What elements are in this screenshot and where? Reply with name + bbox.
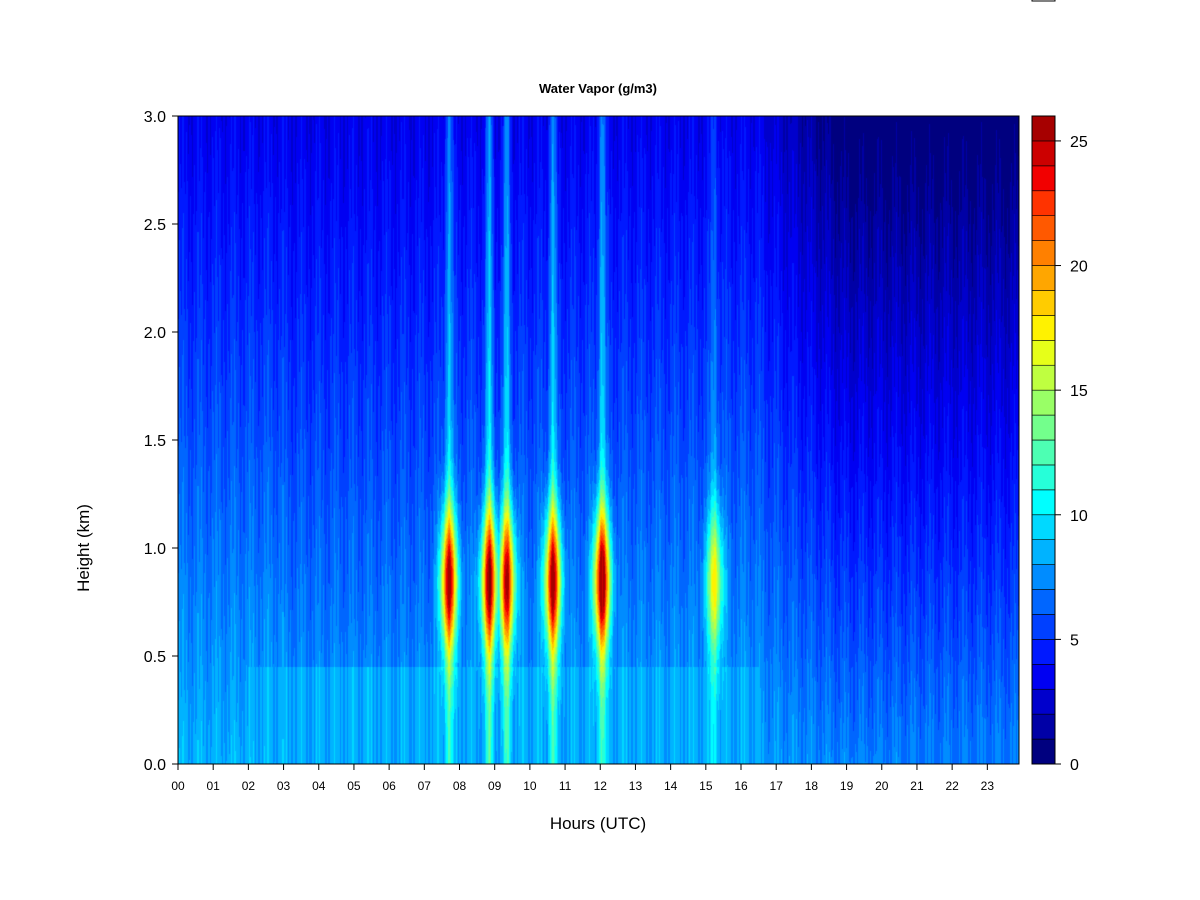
colorbar-level bbox=[1031, 340, 1056, 366]
colorbar-tick-label: 15 bbox=[1070, 383, 1088, 400]
colorbar-level bbox=[1031, 165, 1056, 192]
x-tick-label: 10 bbox=[523, 779, 537, 793]
x-tick-label: 11 bbox=[559, 779, 572, 793]
colorbar-level bbox=[1031, 489, 1056, 516]
y-tick-label: 2.5 bbox=[144, 217, 166, 234]
colorbar-level bbox=[1031, 464, 1056, 491]
colorbar-level bbox=[1031, 215, 1056, 241]
colorbar-level bbox=[1031, 190, 1056, 216]
y-tick-label: 0.0 bbox=[144, 757, 166, 774]
y-tick-label: 1.0 bbox=[144, 541, 166, 558]
x-tick-label: 20 bbox=[875, 779, 889, 793]
colorbar-level bbox=[1031, 389, 1056, 416]
colorbar-level bbox=[1031, 664, 1056, 690]
colorbar: 0 5 10 15 20 25 bbox=[1031, 115, 1088, 774]
colorbar-tick-label: 25 bbox=[1070, 134, 1088, 151]
y-tick-label: 2.0 bbox=[144, 325, 166, 342]
heatmap-image bbox=[178, 116, 1019, 764]
x-tick-label: 17 bbox=[770, 779, 784, 793]
colorbar-tick-label: 10 bbox=[1070, 508, 1088, 525]
colorbar-level bbox=[1031, 514, 1056, 540]
colorbar-level bbox=[1031, 414, 1056, 441]
x-tick-label: 18 bbox=[805, 779, 819, 793]
colorbar-level bbox=[1031, 589, 1056, 615]
colorbar-level bbox=[1031, 688, 1056, 715]
heatmap-area bbox=[178, 116, 1019, 764]
colorbar-level bbox=[1031, 713, 1056, 740]
colorbar-level bbox=[1031, 140, 1056, 167]
x-tick-label: 04 bbox=[312, 779, 326, 793]
chart-title: Water Vapor (g/m3) bbox=[539, 81, 657, 96]
y-tick-label: 3.0 bbox=[144, 109, 166, 126]
x-tick-label: 13 bbox=[629, 779, 643, 793]
x-tick-label: 00 bbox=[171, 779, 185, 793]
x-tick-label: 14 bbox=[664, 779, 678, 793]
colorbar-level bbox=[1031, 240, 1056, 266]
x-tick-label: 16 bbox=[734, 779, 748, 793]
x-tick-label: 15 bbox=[699, 779, 713, 793]
x-tick-label: 05 bbox=[347, 779, 361, 793]
colorbar-level bbox=[1031, 614, 1056, 640]
corner-marker bbox=[1031, 0, 1056, 2]
colorbar-level bbox=[1031, 639, 1056, 665]
x-tick-label: 12 bbox=[594, 779, 608, 793]
y-tick-label: 1.5 bbox=[144, 433, 166, 450]
y-axis: 0.0 0.5 1.0 1.5 2.0 2.5 3.0 bbox=[144, 109, 178, 774]
colorbar-tick-label: 0 bbox=[1070, 757, 1079, 774]
colorbar-level bbox=[1031, 564, 1056, 590]
x-tick-label: 02 bbox=[242, 779, 256, 793]
colorbar-level bbox=[1031, 265, 1056, 291]
colorbar-level bbox=[1031, 539, 1056, 565]
y-tick-label: 0.5 bbox=[144, 649, 166, 666]
colorbar-level bbox=[1031, 115, 1056, 142]
colorbar-level bbox=[1031, 738, 1056, 765]
colorbar-level bbox=[1031, 439, 1056, 466]
x-tick-label: 03 bbox=[277, 779, 291, 793]
colorbar-tick-label: 20 bbox=[1070, 259, 1088, 276]
colorbar-level bbox=[1031, 290, 1056, 316]
x-tick-label: 23 bbox=[981, 779, 995, 793]
colorbar-level bbox=[1031, 315, 1056, 341]
colorbar-level bbox=[1031, 364, 1056, 391]
y-axis-label: Height (km) bbox=[74, 504, 93, 592]
x-tick-label: 19 bbox=[840, 779, 854, 793]
x-axis: 00 01 02 03 04 05 06 07 08 09 10 11 12 13 14 15 16 17 18 19… bbox=[171, 764, 994, 793]
x-tick-label: 07 bbox=[418, 779, 432, 793]
x-tick-label: 08 bbox=[453, 779, 467, 793]
x-tick-label: 01 bbox=[207, 779, 221, 793]
colorbar-frame bbox=[1031, 115, 1056, 765]
x-tick-label: 06 bbox=[382, 779, 396, 793]
colorbar-tick-label: 5 bbox=[1070, 632, 1079, 649]
x-tick-label: 22 bbox=[945, 779, 959, 793]
x-tick-label: 21 bbox=[910, 779, 924, 793]
x-axis-label: Hours (UTC) bbox=[550, 814, 646, 833]
x-tick-label: 09 bbox=[488, 779, 502, 793]
